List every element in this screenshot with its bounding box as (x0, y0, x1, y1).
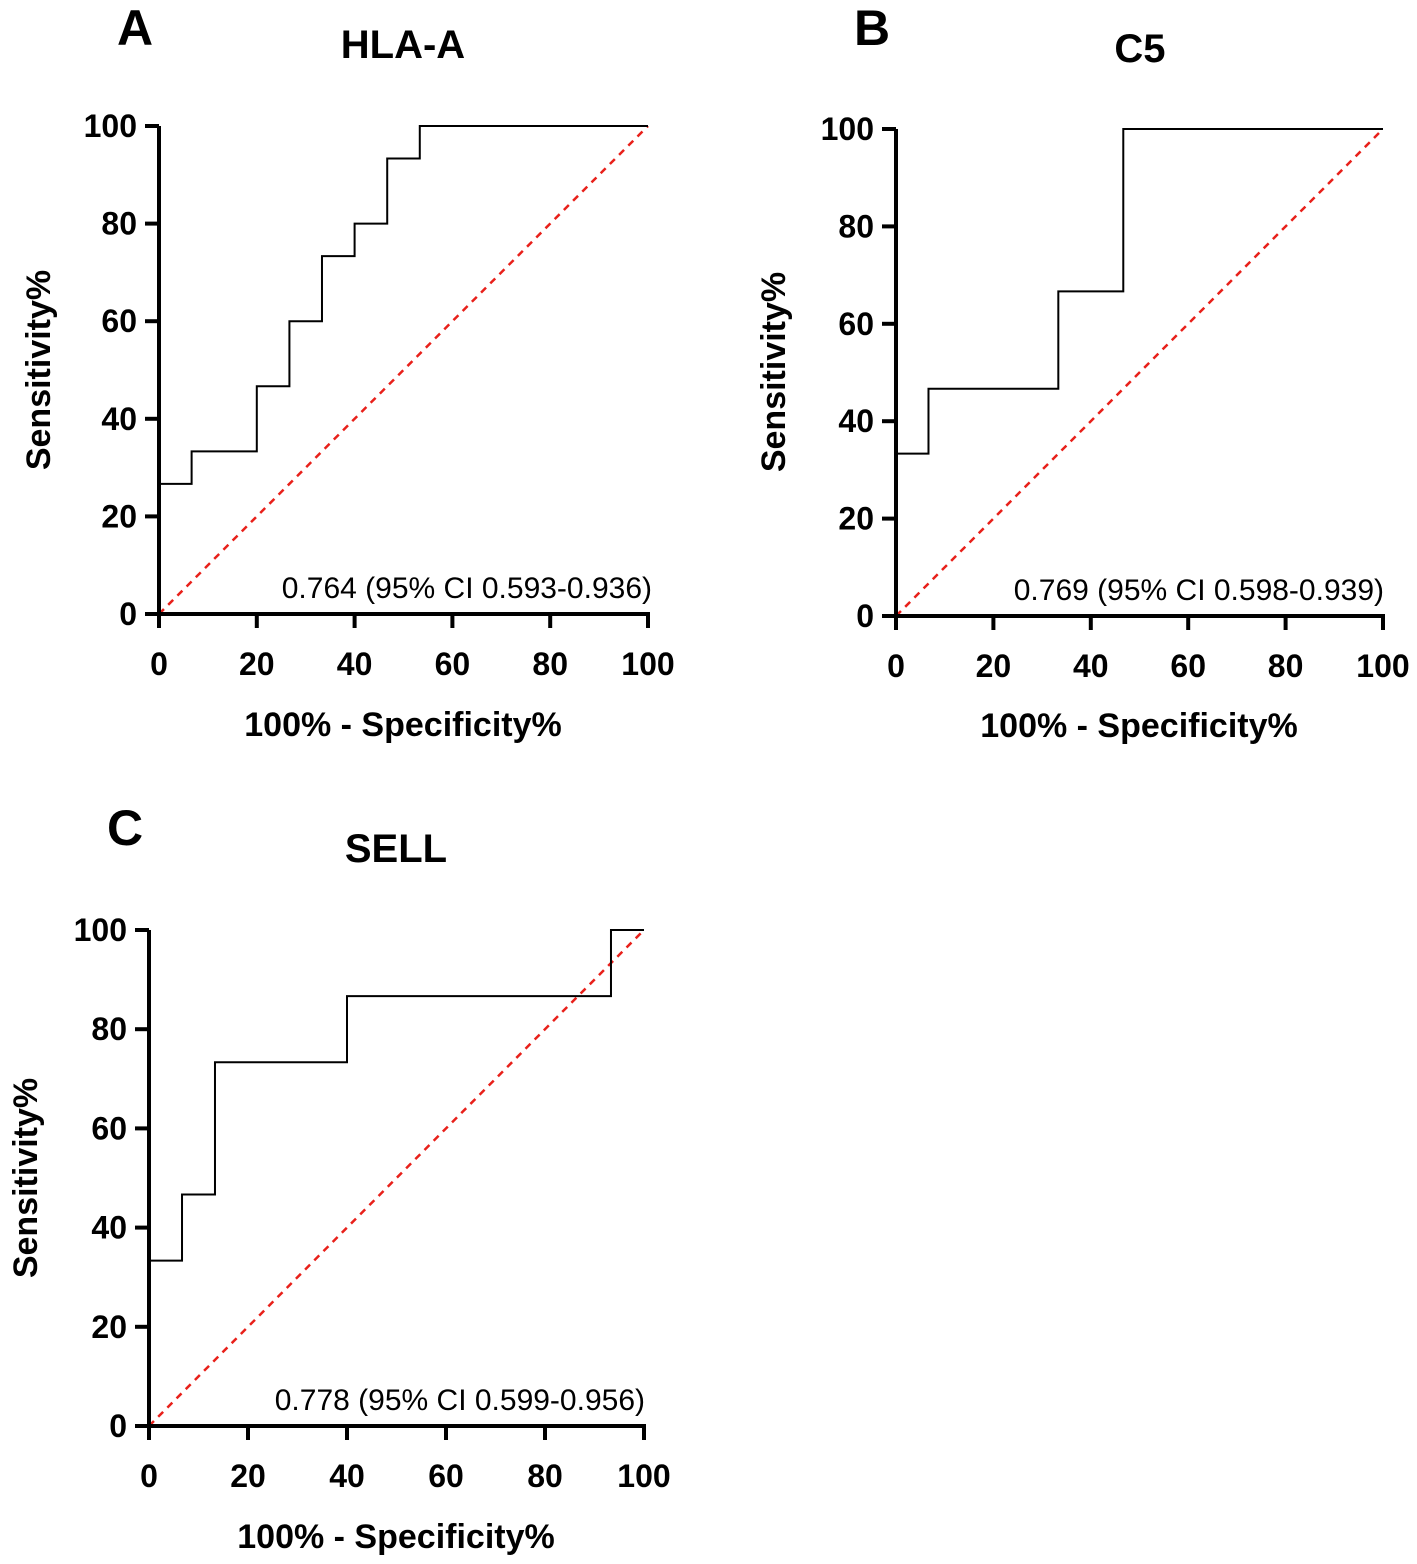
y-axis-label: Sensitivity% (20, 270, 58, 470)
x-axis-label: 100% - Specificity% (244, 706, 561, 744)
x-tick-label: 100 (617, 1458, 670, 1494)
chart-panel-a: A HLA-A 0 20 40 60 80 100 0 20 40 60 80 100 100% - Spe… (20, 0, 675, 744)
x-tick-label: 100 (621, 646, 674, 682)
y-tick-label: 40 (838, 403, 874, 439)
x-tick-label: 60 (435, 646, 471, 682)
y-tick-label: 0 (856, 598, 874, 634)
roc-curve-line (895, 128, 1383, 616)
y-tick-label: 20 (101, 498, 137, 534)
x-tick-label: 40 (329, 1458, 365, 1494)
y-tick-label: 0 (119, 596, 137, 632)
reference-line (895, 128, 1384, 617)
x-tick-label: 0 (887, 648, 905, 684)
y-tick-label: 20 (838, 501, 874, 537)
y-tick-label: 60 (838, 306, 874, 342)
y-tick-label: 80 (91, 1011, 127, 1047)
x-tick-label: 60 (1170, 648, 1206, 684)
y-tick-label: 20 (91, 1309, 127, 1345)
x-axis-label: 100% - Specificity% (980, 707, 1297, 745)
panel-letter: A (117, 0, 153, 56)
reference-line (148, 929, 645, 1427)
x-tick-label: 20 (976, 648, 1012, 684)
panel-letter: C (107, 800, 143, 856)
chart-title: SELL (345, 827, 447, 871)
y-axis-label: Sensitivity% (755, 272, 793, 472)
y-tick-label: 40 (91, 1210, 127, 1246)
x-tick-label: 40 (337, 646, 373, 682)
x-tick-label: 40 (1073, 648, 1109, 684)
x-tick-label: 60 (428, 1458, 464, 1494)
y-tick-label: 80 (101, 206, 137, 242)
auc-annotation: 0.778 (95% CI 0.599-0.956) (275, 1384, 645, 1417)
chart-panel-b: B C5 0 20 40 60 80 100 0 20 40 60 80 100 100% - Specif… (755, 0, 1410, 745)
x-tick-label: 20 (239, 646, 275, 682)
roc-curve-line (158, 125, 648, 614)
x-tick-label: 0 (140, 1458, 158, 1494)
y-tick-label: 60 (91, 1110, 127, 1146)
roc-curve-line (148, 929, 644, 1426)
auc-annotation: 0.769 (95% CI 0.598-0.939) (1014, 574, 1384, 607)
y-tick-label: 100 (84, 108, 137, 144)
chart-title: C5 (1114, 27, 1165, 71)
x-tick-label: 20 (230, 1458, 266, 1494)
chart-panel-c: C SELL 0 20 40 60 80 100 0 20 40 60 80 100 100% - Spec… (7, 800, 671, 1556)
chart-title: HLA-A (341, 23, 465, 67)
x-tick-label: 0 (150, 646, 168, 682)
y-tick-label: 40 (101, 401, 137, 437)
y-tick-label: 100 (821, 111, 874, 147)
x-tick-label: 80 (532, 646, 568, 682)
y-axis-label: Sensitivity% (7, 1078, 45, 1278)
reference-line (158, 125, 649, 615)
x-tick-label: 80 (527, 1458, 563, 1494)
auc-annotation: 0.764 (95% CI 0.593-0.936) (282, 572, 652, 605)
x-tick-label: 100 (1356, 648, 1409, 684)
y-tick-label: 0 (109, 1408, 127, 1444)
x-axis-label: 100% - Specificity% (237, 1518, 554, 1556)
panel-letter: B (854, 0, 890, 56)
y-tick-label: 100 (74, 912, 127, 948)
y-tick-label: 80 (838, 208, 874, 244)
y-tick-label: 60 (101, 303, 137, 339)
x-tick-label: 80 (1268, 648, 1304, 684)
